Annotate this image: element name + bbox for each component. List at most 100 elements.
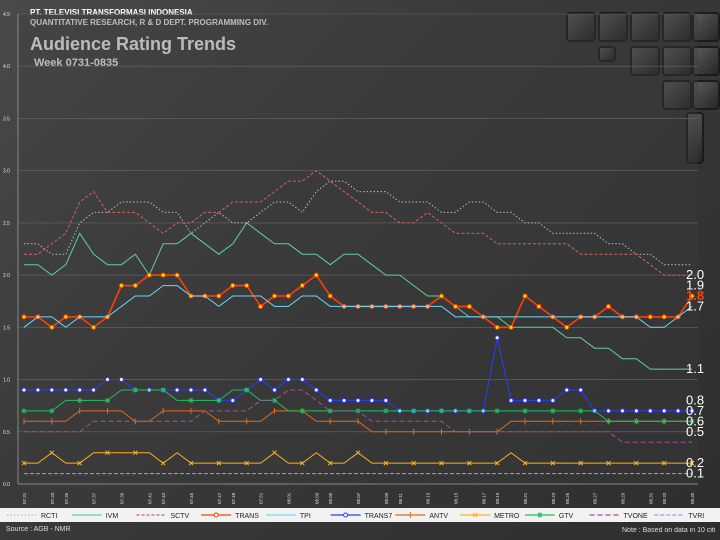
- data-point-trans: [466, 303, 472, 309]
- end-value-label: 1.1: [686, 361, 704, 376]
- data-point-gtv: [299, 408, 305, 414]
- data-point-trans: [522, 293, 528, 299]
- data-point-metro: [383, 460, 389, 466]
- data-point-trans7: [21, 387, 27, 393]
- x-tick-label: 08.05: [328, 492, 333, 504]
- data-point-metro: [244, 460, 250, 466]
- data-point-gtv: [188, 397, 194, 403]
- data-point-gtv: [633, 418, 639, 424]
- x-tick-label: 08.15: [453, 492, 458, 504]
- data-point-trans: [439, 293, 444, 299]
- decorative-square: [598, 46, 616, 62]
- data-point-metro: [216, 460, 222, 466]
- data-point-trans7: [647, 408, 653, 414]
- data-point-trans7: [536, 397, 542, 403]
- data-point-trans7: [383, 397, 389, 403]
- data-point-trans: [118, 283, 124, 289]
- decorative-square: [630, 46, 660, 76]
- x-tick-label: 08.11: [398, 493, 403, 504]
- data-point-trans7: [522, 397, 528, 403]
- data-point-metro: [160, 460, 166, 466]
- x-tick-label: 07.49: [231, 492, 236, 504]
- data-point-gtv: [244, 387, 250, 393]
- x-tick-label: 08.25: [565, 492, 570, 504]
- data-point-trans7: [35, 387, 41, 393]
- data-point-trans: [272, 293, 277, 299]
- data-point-metro: [633, 460, 639, 466]
- data-point-trans: [536, 303, 542, 309]
- x-tick-label: 07.47: [217, 492, 222, 504]
- data-point-gtv: [132, 387, 138, 393]
- y-tick-label: 2.0: [3, 273, 10, 279]
- x-tick-label: 08.17: [481, 492, 486, 504]
- legend-label: TPI: [300, 513, 311, 520]
- x-tick-label: 07.33: [50, 492, 55, 504]
- decorative-square: [662, 46, 692, 76]
- data-point-metro: [494, 460, 500, 466]
- x-tick-label: 08.21: [523, 492, 528, 504]
- data-point-metro: [355, 450, 361, 456]
- data-point-trans7: [77, 387, 83, 393]
- y-tick-label: 4.0: [3, 64, 10, 70]
- data-point-gtv: [77, 397, 83, 403]
- end-value-label: 2.0: [686, 267, 704, 282]
- data-point-trans7: [285, 377, 291, 383]
- y-tick-label: 3.0: [3, 169, 10, 175]
- data-point-gtv: [272, 397, 277, 403]
- data-point-gtv: [49, 408, 55, 414]
- x-tick-label: 08.01: [286, 492, 291, 504]
- legend-label: TRANS: [235, 513, 259, 520]
- data-point-gtv: [550, 408, 556, 414]
- data-point-trans: [661, 314, 667, 320]
- data-point-trans: [508, 324, 514, 330]
- data-point-trans7: [202, 387, 208, 393]
- data-point-trans7: [49, 387, 55, 393]
- data-point-trans: [564, 324, 570, 330]
- data-point-metro: [689, 460, 695, 466]
- series-line-rcti: [24, 180, 692, 266]
- data-point-trans7: [63, 387, 69, 393]
- data-point-metro: [132, 450, 138, 456]
- decorative-square: [630, 12, 660, 42]
- data-point-trans: [160, 272, 166, 278]
- end-value-label: 0.7: [686, 403, 704, 418]
- series-line-ivm: [24, 222, 692, 370]
- data-point-trans: [285, 293, 291, 299]
- data-point-trans7: [341, 397, 347, 403]
- x-tick-label: 08.29: [620, 492, 625, 504]
- x-tick-label: 08.23: [551, 492, 556, 504]
- data-point-gtv: [439, 408, 444, 414]
- x-tick-label: 08.35: [690, 492, 695, 504]
- end-value-label: 0.1: [686, 466, 704, 481]
- data-point-metro: [578, 460, 584, 466]
- legend-label: TRANS7: [365, 513, 393, 520]
- x-tick-label: 07.41: [147, 492, 152, 504]
- data-point-gtv: [411, 408, 417, 414]
- data-point-trans: [49, 324, 55, 330]
- data-point-trans7: [188, 387, 194, 393]
- data-point-trans7: [675, 408, 681, 414]
- legend-marker: [343, 512, 349, 518]
- data-point-metro: [188, 460, 194, 466]
- data-point-trans7: [369, 397, 375, 403]
- x-tick-label: 07.37: [92, 492, 97, 504]
- plot-area: [18, 14, 698, 484]
- legend-marker: [537, 512, 543, 518]
- data-point-trans7: [689, 408, 695, 414]
- data-point-gtv: [522, 408, 528, 414]
- end-value-label: 1.9: [686, 278, 704, 293]
- data-point-trans: [21, 314, 27, 320]
- data-point-trans: [230, 283, 236, 289]
- x-tick-label: 07.51: [259, 492, 264, 504]
- x-tick-label: 08.07: [356, 492, 361, 504]
- data-point-trans: [452, 303, 458, 309]
- data-point-gtv: [327, 408, 333, 414]
- data-point-gtv: [578, 408, 584, 414]
- data-point-trans: [647, 314, 653, 320]
- y-tick-label: 4.5: [3, 12, 10, 18]
- x-tick-label: 07.31: [22, 492, 27, 504]
- y-tick-label: 1.5: [3, 325, 10, 331]
- end-value-label: 0.8: [686, 392, 704, 407]
- legend-label: IVM: [106, 513, 119, 520]
